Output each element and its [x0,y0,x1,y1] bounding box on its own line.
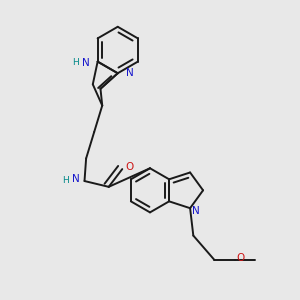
Text: N: N [126,68,134,78]
Text: O: O [237,253,245,263]
Text: O: O [125,161,134,172]
Text: N: N [192,206,200,216]
Text: N: N [72,174,79,184]
Text: H: H [72,58,79,67]
Text: H: H [62,176,68,184]
Text: N: N [82,58,90,68]
